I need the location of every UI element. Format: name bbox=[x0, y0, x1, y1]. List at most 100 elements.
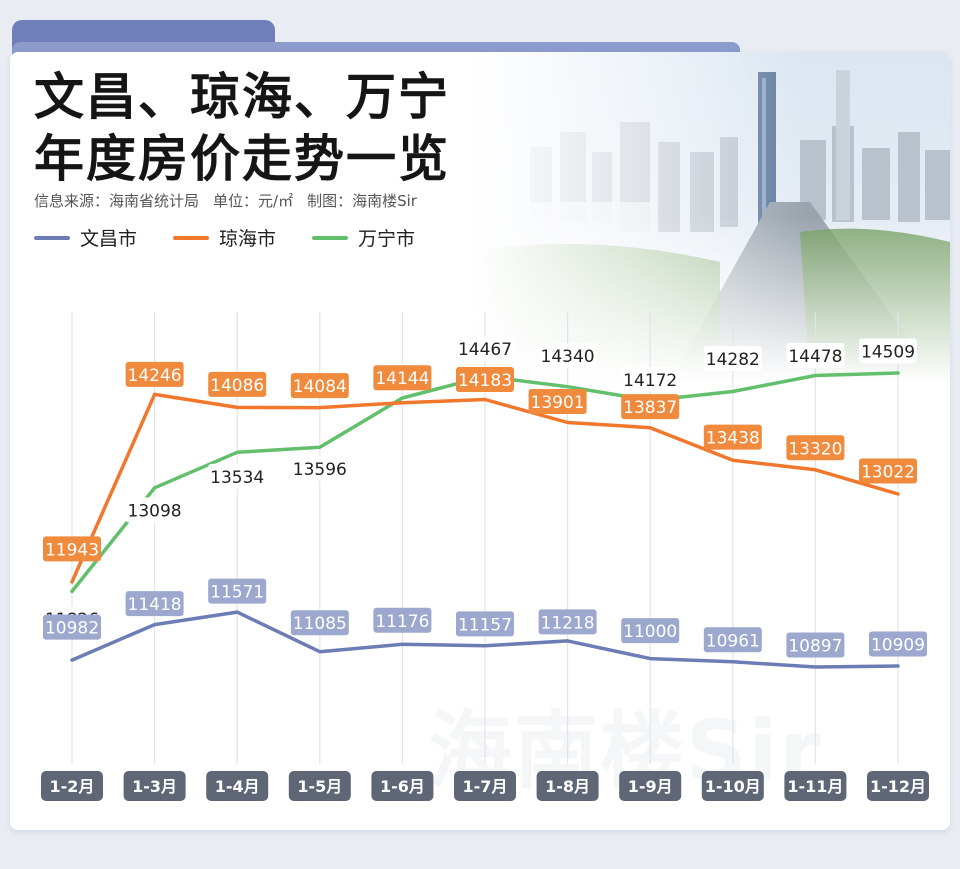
data-label-wenchang: 11000 bbox=[621, 618, 680, 644]
data-label-qionghai: 13901 bbox=[528, 388, 587, 414]
data-label-qionghai-box bbox=[373, 365, 432, 391]
data-label-wenchang: 11218 bbox=[538, 609, 597, 635]
data-label-wenchang-text: 11571 bbox=[210, 583, 264, 603]
data-label-wenchang-text: 11176 bbox=[375, 612, 429, 632]
data-label-wanning: 14172 bbox=[621, 366, 680, 392]
x-tick-text: 1-5月 bbox=[297, 777, 342, 796]
page-title: 文昌、琼海、万宁 年度房价走势一览 bbox=[34, 66, 450, 190]
x-tick-label: 1-2月 bbox=[41, 771, 103, 801]
x-tick-label: 1-12月 bbox=[867, 771, 929, 801]
data-label-qionghai-box bbox=[703, 424, 762, 450]
data-label-wanning-box bbox=[290, 455, 349, 481]
data-label-wanning-text: 14467 bbox=[458, 340, 512, 360]
data-label-wanning: 13596 bbox=[290, 455, 349, 481]
x-tick-pill bbox=[288, 771, 351, 801]
x-tick-pill bbox=[371, 771, 434, 801]
data-label-wenchang-box bbox=[373, 607, 432, 633]
data-label-qionghai-text: 14086 bbox=[210, 376, 264, 396]
x-tick-pill bbox=[784, 771, 847, 801]
unit-label: 单位：元/㎡ bbox=[213, 192, 294, 210]
data-label-wenchang-box bbox=[621, 618, 680, 644]
data-label-wenchang-box bbox=[208, 578, 267, 604]
data-label-wenchang-box bbox=[869, 631, 927, 657]
legend-label-qionghai: 琼海市 bbox=[219, 228, 277, 250]
data-label-wenchang-text: 11000 bbox=[623, 622, 677, 642]
data-label-qionghai-box bbox=[290, 373, 349, 399]
series-line-qionghai bbox=[70, 392, 900, 584]
x-tick-text: 1-12月 bbox=[870, 777, 926, 796]
chart-card: 海南楼Sir 文昌、琼海、万宁 年度房价走势一览 信息来源：海南省统计局 单位：… bbox=[10, 52, 950, 830]
data-label-wanning-text: 13534 bbox=[210, 468, 264, 488]
x-tick-pill bbox=[619, 771, 682, 801]
title-line-1: 文昌、琼海、万宁 bbox=[34, 67, 450, 126]
data-label-wanning: 14340 bbox=[538, 343, 597, 369]
x-tick-text: 1-2月 bbox=[50, 777, 95, 796]
data-label-wenchang: 11176 bbox=[373, 607, 432, 633]
legend-item-qionghai: 琼海市 bbox=[173, 224, 276, 251]
data-label-wenchang-box bbox=[786, 632, 845, 658]
data-label-qionghai-text: 13837 bbox=[623, 398, 677, 418]
data-label-qionghai: 14246 bbox=[125, 361, 184, 387]
data-label-wanning-box bbox=[703, 345, 762, 371]
data-label-wanning-text: 14509 bbox=[861, 342, 915, 362]
data-label-wanning-box bbox=[859, 338, 917, 364]
data-label-wanning-box bbox=[621, 366, 680, 392]
data-label-wenchang-box bbox=[456, 611, 514, 637]
data-label-wanning-text: 13596 bbox=[293, 460, 347, 480]
data-label-wenchang-box bbox=[43, 614, 101, 640]
data-label-wenchang: 11157 bbox=[456, 611, 514, 637]
data-label-qionghai: 14086 bbox=[208, 371, 267, 397]
data-label-qionghai-box bbox=[786, 435, 845, 461]
data-label-qionghai-text: 13022 bbox=[861, 463, 915, 483]
data-label-wenchang-text: 11218 bbox=[541, 613, 595, 633]
x-tick-pill bbox=[701, 771, 764, 801]
data-label-wanning-box bbox=[456, 335, 514, 361]
legend-swatch-wenchang bbox=[34, 235, 70, 240]
data-label-qionghai-box bbox=[528, 388, 587, 414]
data-label-wenchang: 10961 bbox=[703, 627, 762, 653]
x-tick-label: 1-4月 bbox=[206, 771, 269, 801]
data-label-wanning: 14478 bbox=[786, 343, 845, 369]
x-tick-pill bbox=[536, 771, 599, 801]
x-tick-label: 1-7月 bbox=[454, 771, 516, 801]
data-label-qionghai-text: 14084 bbox=[293, 377, 347, 397]
data-label-qionghai: 13022 bbox=[859, 458, 917, 484]
x-tick-text: 1-8月 bbox=[545, 777, 590, 796]
data-label-qionghai-text: 13320 bbox=[788, 439, 842, 459]
data-label-qionghai-box bbox=[859, 458, 917, 484]
data-label-wenchang-box bbox=[703, 627, 762, 653]
x-tick-pill bbox=[123, 771, 186, 801]
x-tick-pill bbox=[867, 771, 929, 801]
title-line-2: 年度房价走势一览 bbox=[34, 129, 450, 188]
data-label-qionghai-text: 13438 bbox=[706, 429, 760, 449]
data-label-qionghai: 14144 bbox=[373, 365, 432, 391]
data-label-wenchang-box bbox=[290, 610, 349, 636]
data-label-wenchang-text: 11085 bbox=[293, 614, 347, 634]
data-label-wanning: 13098 bbox=[125, 497, 184, 523]
data-label-wenchang-text: 10897 bbox=[788, 637, 842, 657]
data-label-wanning: 14282 bbox=[703, 345, 762, 371]
data-label-qionghai-text: 14144 bbox=[375, 369, 429, 389]
data-label-wanning-box bbox=[208, 463, 267, 489]
chart-legend: 文昌市 琼海市 万宁市 bbox=[34, 224, 415, 251]
data-label-wanning-text: 13098 bbox=[128, 501, 182, 521]
data-label-wanning-box bbox=[786, 343, 845, 369]
x-tick-label: 1-3月 bbox=[123, 771, 186, 801]
data-label-qionghai: 14084 bbox=[290, 373, 349, 399]
series-line-wenchang bbox=[70, 610, 900, 669]
data-label-wenchang: 10909 bbox=[869, 631, 927, 657]
x-tick-label: 1-9月 bbox=[619, 771, 682, 801]
x-tick-text: 1-10月 bbox=[705, 777, 761, 796]
data-label-qionghai: 11943 bbox=[43, 536, 101, 562]
x-tick-label: 1-10月 bbox=[701, 771, 764, 801]
data-label-wenchang-text: 10909 bbox=[871, 636, 925, 656]
data-label-wenchang-text: 10961 bbox=[706, 631, 760, 651]
data-label-wenchang-box bbox=[125, 591, 184, 617]
data-label-qionghai: 13837 bbox=[621, 394, 680, 420]
source-label: 信息来源：海南省统计局 bbox=[34, 192, 200, 210]
legend-label-wanning: 万宁市 bbox=[358, 228, 416, 250]
x-tick-pill bbox=[454, 771, 516, 801]
data-label-qionghai-box bbox=[208, 371, 267, 397]
x-tick-pill bbox=[41, 771, 103, 801]
source-line: 信息来源：海南省统计局 单位：元/㎡ 制图：海南楼Sir bbox=[34, 190, 417, 211]
